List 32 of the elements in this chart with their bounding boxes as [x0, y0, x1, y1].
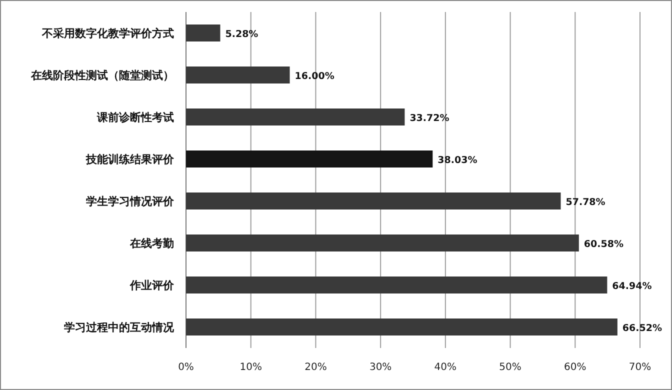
bar	[186, 318, 618, 336]
y-tick-label: 作业评价	[129, 279, 175, 292]
y-tick-label: 在线阶段性测试（随堂测试）	[30, 69, 174, 82]
data-label: 66.52%	[622, 323, 662, 334]
data-label: 60.58%	[584, 239, 624, 250]
data-label: 57.78%	[566, 197, 606, 208]
y-tick-label: 技能训练结果评价	[85, 153, 175, 166]
bar	[186, 150, 433, 168]
bar	[186, 66, 290, 84]
x-tick-label: 60%	[564, 362, 586, 373]
bar	[186, 24, 220, 42]
bar	[186, 234, 579, 252]
y-tick-label: 不采用数字化教学评价方式	[41, 27, 174, 40]
bar	[186, 276, 608, 294]
x-tick-label: 0%	[178, 362, 194, 373]
x-tick-label: 20%	[304, 362, 327, 373]
y-tick-label: 在线考勤	[129, 237, 174, 250]
x-tick-label: 10%	[240, 362, 262, 373]
data-label: 33.72%	[410, 113, 450, 124]
data-label: 38.03%	[438, 155, 478, 166]
bar	[186, 108, 405, 126]
data-label: 16.00%	[294, 71, 335, 82]
x-tick-label: 40%	[434, 362, 457, 373]
x-tick-label: 70%	[628, 362, 652, 373]
y-tick-label: 学生学习情况评价	[86, 195, 175, 208]
y-tick-label: 课前诊断性考试	[96, 111, 174, 124]
bar	[186, 192, 561, 210]
data-label: 5.28%	[225, 29, 259, 40]
y-tick-label: 学习过程中的互动情况	[64, 321, 175, 334]
x-tick-label: 50%	[499, 362, 522, 373]
data-label: 64.94%	[612, 281, 652, 292]
x-tick-label: 30%	[369, 362, 392, 373]
